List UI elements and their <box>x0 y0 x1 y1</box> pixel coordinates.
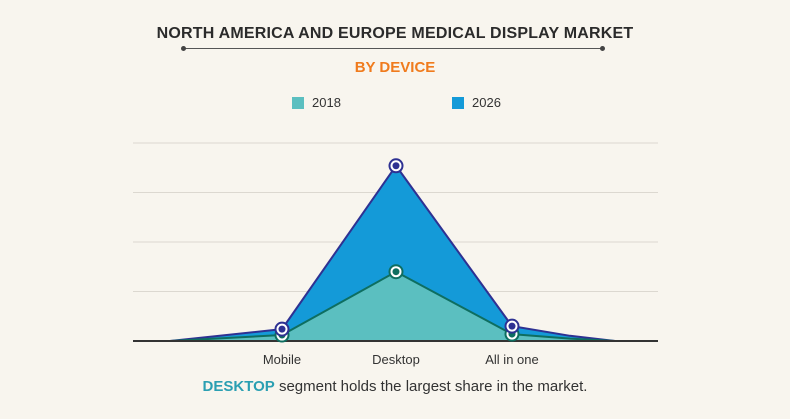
x-tick-label: All in one <box>485 352 538 367</box>
chart-subtitle: BY DEVICE <box>354 59 436 76</box>
title-divider <box>181 46 605 51</box>
area-series-2018 <box>169 270 616 342</box>
legend-swatch-2018 <box>292 96 304 109</box>
caption-text: segment holds the largest share in the m… <box>274 378 588 395</box>
chart-title: NORTH AMERICA AND EUROPE MEDICAL DISPLAY… <box>156 25 634 42</box>
legend-label: 2018 <box>312 95 341 110</box>
data-point-dot <box>392 162 400 170</box>
caption-highlight: DESKTOP <box>202 378 275 395</box>
x-tick-label: Mobile <box>263 352 301 367</box>
data-point-dot <box>392 268 400 276</box>
x-tick-label: Desktop <box>372 352 420 367</box>
legend-label: 2026 <box>472 95 501 110</box>
legend-item-2018: 2018 <box>292 95 341 110</box>
caption: DESKTOP segment holds the largest share … <box>0 378 790 395</box>
data-point-dot <box>508 322 516 330</box>
legend-item-2026: 2026 <box>452 95 501 110</box>
data-point-dot <box>278 325 286 333</box>
legend-swatch-2026 <box>452 96 464 109</box>
